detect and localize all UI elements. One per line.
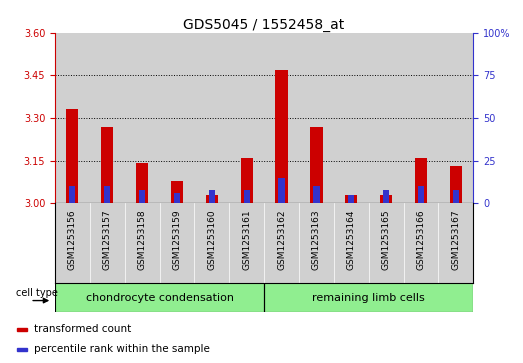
- Bar: [101, 126, 113, 203]
- Bar: [299, 33, 334, 203]
- Text: chondrocyte condensation: chondrocyte condensation: [86, 293, 233, 303]
- Bar: [276, 70, 288, 203]
- Bar: [264, 283, 473, 312]
- Bar: [124, 33, 160, 203]
- Bar: [195, 33, 229, 203]
- Bar: [450, 166, 462, 203]
- Bar: [55, 33, 90, 203]
- Bar: [369, 203, 404, 283]
- Bar: [264, 33, 299, 203]
- Bar: [383, 189, 389, 203]
- Bar: [66, 109, 78, 203]
- Bar: [229, 33, 264, 203]
- Bar: [174, 193, 180, 203]
- Bar: [299, 203, 334, 283]
- Bar: [348, 195, 355, 203]
- Bar: [404, 203, 438, 283]
- Text: GSM1253157: GSM1253157: [103, 210, 112, 270]
- Text: GSM1253159: GSM1253159: [173, 210, 181, 270]
- Text: GSM1253165: GSM1253165: [382, 210, 391, 270]
- Bar: [139, 189, 145, 203]
- Bar: [244, 189, 250, 203]
- Text: GSM1253156: GSM1253156: [68, 210, 77, 270]
- Bar: [404, 33, 438, 203]
- Bar: [334, 203, 369, 283]
- Text: GSM1253166: GSM1253166: [416, 210, 426, 270]
- Text: GSM1253160: GSM1253160: [207, 210, 217, 270]
- Text: GSM1253164: GSM1253164: [347, 210, 356, 270]
- Bar: [264, 203, 299, 283]
- Bar: [55, 283, 264, 312]
- Bar: [453, 189, 459, 203]
- Bar: [369, 33, 404, 203]
- Text: GSM1253162: GSM1253162: [277, 210, 286, 270]
- Text: GSM1253158: GSM1253158: [138, 210, 146, 270]
- Text: GSM1253163: GSM1253163: [312, 210, 321, 270]
- Bar: [136, 163, 148, 203]
- Bar: [90, 203, 124, 283]
- Bar: [104, 186, 110, 203]
- Bar: [206, 195, 218, 203]
- Bar: [171, 180, 183, 203]
- Bar: [380, 195, 392, 203]
- Bar: [415, 158, 427, 203]
- Text: GSM1253167: GSM1253167: [451, 210, 460, 270]
- Bar: [418, 186, 424, 203]
- Bar: [278, 178, 285, 203]
- Bar: [313, 186, 320, 203]
- Bar: [229, 203, 264, 283]
- Bar: [160, 33, 195, 203]
- Text: percentile rank within the sample: percentile rank within the sample: [35, 344, 210, 354]
- Title: GDS5045 / 1552458_at: GDS5045 / 1552458_at: [184, 18, 345, 32]
- Bar: [160, 203, 195, 283]
- Text: GSM1253161: GSM1253161: [242, 210, 251, 270]
- Bar: [90, 33, 124, 203]
- Bar: [195, 203, 229, 283]
- Bar: [17, 328, 28, 331]
- Bar: [124, 203, 160, 283]
- Bar: [241, 158, 253, 203]
- Bar: [438, 33, 473, 203]
- Bar: [209, 189, 215, 203]
- Bar: [55, 203, 90, 283]
- Bar: [438, 203, 473, 283]
- Text: cell type: cell type: [17, 288, 59, 298]
- Bar: [345, 195, 357, 203]
- Text: transformed count: transformed count: [35, 325, 131, 334]
- Bar: [334, 33, 369, 203]
- Bar: [69, 186, 75, 203]
- Bar: [17, 348, 28, 351]
- Bar: [310, 126, 323, 203]
- Text: remaining limb cells: remaining limb cells: [312, 293, 425, 303]
